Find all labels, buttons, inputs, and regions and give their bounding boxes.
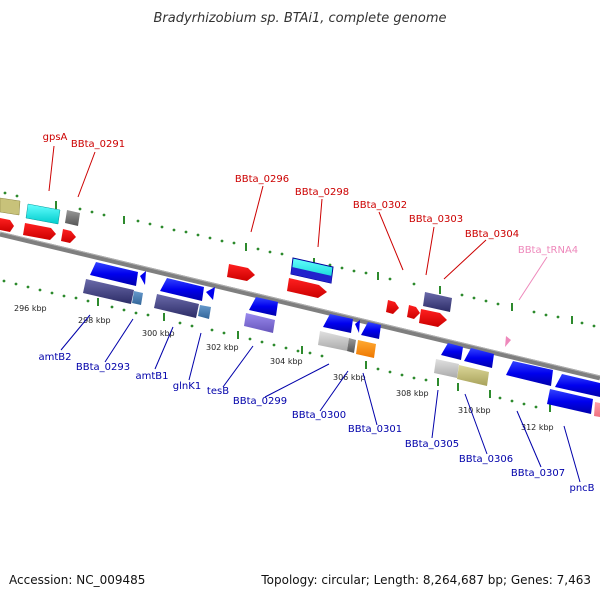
gene-feature[interactable] [0,218,14,232]
gene-feature[interactable] [441,343,463,360]
gene-label: pncB [569,483,594,494]
gene-feature[interactable] [434,359,459,378]
upper-tick-row [3,191,596,328]
gene-label: amtB2 [38,352,71,363]
gene-feature[interactable] [140,271,146,285]
forward-strand-genes [0,197,600,417]
gene-label: BBta_0298 [295,187,349,198]
gene-label: BBta_0304 [465,229,519,240]
genome-backbone [0,231,600,381]
gene-label: BBta_0303 [409,214,463,225]
gene-feature[interactable] [347,338,356,353]
gene-feature[interactable] [356,340,376,358]
track-group: 296 kbp 298 kbp 300 kbp 302 kbp 304 kbp … [0,132,600,494]
gene-feature[interactable] [506,361,553,386]
gene-feature[interactable] [318,331,349,351]
kbp-label: 300 kbp [142,329,175,338]
gene-feature[interactable] [355,320,360,333]
genome-title: Bradyrhizobium sp. BTAi1, complete genom… [153,11,446,26]
gene-label: BBta_tRNA4 [518,245,578,256]
gene-feature[interactable] [423,292,452,312]
gene-label: BBta_0296 [235,174,289,185]
gene-label: BBta_0307 [511,468,565,479]
gene-feature[interactable] [23,223,56,240]
kbp-label: 308 kbp [396,389,429,398]
gene-feature[interactable] [407,305,420,319]
kbp-label: 298 kbp [78,316,111,325]
gene-label: gpsA [43,132,68,143]
gene-feature[interactable] [547,389,593,414]
gene-feature[interactable] [287,278,327,298]
gene-feature[interactable] [227,264,255,281]
gene-feature[interactable] [154,294,199,318]
gene-label: BBta_0293 [76,362,130,373]
gene-label: BBta_0300 [292,410,346,421]
gene-label: BBta_0302 [353,200,407,211]
trna-feature[interactable] [505,336,511,347]
gene-label: BBta_0299 [233,396,287,407]
topology-text: Topology: circular; Length: 8,264,687 bp… [261,573,591,587]
kbp-label: 304 kbp [270,357,303,366]
gene-feature[interactable] [386,300,399,314]
gene-feature[interactable] [206,287,215,300]
kbp-label: 306 kbp [333,373,366,382]
reverse-strand-genes [83,262,600,414]
trna-leader-line [518,256,548,301]
gene-feature[interactable] [61,229,76,243]
gene-label: BBta_0291 [71,139,125,150]
kbp-label: 296 kbp [14,304,47,313]
genome-backbone-highlight [0,231,600,377]
gene-feature[interactable] [83,279,134,304]
gene-feature[interactable] [594,402,600,417]
kbp-label: 310 kbp [458,406,491,415]
gene-feature[interactable] [90,262,138,286]
gene-label: glnK1 [173,381,201,392]
gene-feature[interactable] [0,197,21,216]
gene-label: BBta_0305 [405,439,459,450]
gene-feature[interactable] [132,291,143,305]
gene-feature[interactable] [361,322,381,339]
accession-text: Accession: NC_009485 [9,573,146,587]
gene-feature[interactable] [457,365,489,386]
gene-feature[interactable] [555,374,600,397]
gene-feature[interactable] [419,309,447,327]
kbp-label: 312 kbp [521,423,554,432]
gene-feature[interactable] [464,348,494,368]
gene-feature[interactable] [244,313,275,333]
gene-label: BBta_0306 [459,454,513,465]
gene-label: amtB1 [135,371,168,382]
gene-feature[interactable] [291,267,332,283]
gene-feature[interactable] [65,210,80,226]
gene-feature[interactable] [198,305,211,319]
gene-feature[interactable] [160,278,204,301]
gene-label: tesB [207,386,229,397]
gene-label: BBta_0301 [348,424,402,435]
gene-feature[interactable] [323,314,353,333]
lower-tick-row [2,279,551,412]
kbp-label: 302 kbp [206,343,239,352]
bottom-leader-lines [60,314,581,483]
top-leader-lines [48,145,487,280]
gene-feature[interactable] [25,203,61,225]
gene-feature[interactable] [249,297,278,316]
